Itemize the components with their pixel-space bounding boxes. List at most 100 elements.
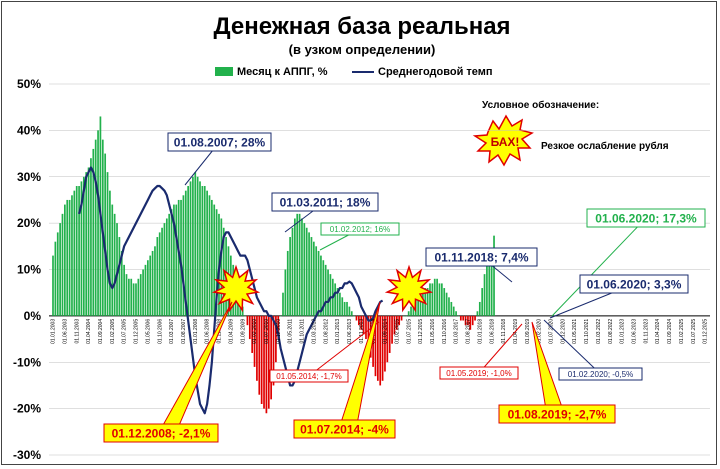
bar <box>142 269 144 316</box>
legend-label-line: Среднегодовой темп <box>378 66 493 78</box>
bar <box>348 306 351 316</box>
bar <box>341 297 344 316</box>
legend-note-header: Условное обозначение: <box>482 99 599 111</box>
bar <box>173 204 175 316</box>
annotation-callout: 01.07.2014; -4% <box>293 301 396 439</box>
annotation-callout: 01.11.2018; 7,4% <box>425 247 538 283</box>
bar <box>374 315 377 377</box>
bar <box>324 264 327 316</box>
x-tick-label: 01.09.2019 <box>525 319 531 344</box>
x-tick-label: 01.02.2020 <box>537 319 543 344</box>
x-tick-label: 01.06.2008 <box>205 319 211 344</box>
legend: Месяц к АППГ, % Среднегодовой темп <box>215 66 493 78</box>
x-tick-label: 01.08.2007 <box>181 319 187 344</box>
bar <box>436 278 438 316</box>
bar <box>284 269 287 316</box>
bar <box>353 315 355 317</box>
bar <box>438 283 441 316</box>
bar <box>208 195 211 316</box>
bar <box>282 292 284 316</box>
legend-label-bars: Месяц к АППГ, % <box>237 66 328 78</box>
bar <box>163 223 166 316</box>
bar <box>275 315 277 363</box>
bar <box>154 246 156 316</box>
bar <box>312 241 315 316</box>
x-tick-label: 01.10.2006 <box>157 319 163 344</box>
bar <box>213 204 216 316</box>
bar <box>469 315 472 330</box>
callout-box <box>293 419 396 439</box>
callout-box <box>558 367 643 381</box>
bar <box>71 195 73 316</box>
legend-note: Условное обозначение: БАХ! Резкое ослабл… <box>472 99 669 167</box>
x-tick-label: 01.07.2015 <box>406 319 412 344</box>
x-tick-label: 01.01.2008 <box>193 319 199 344</box>
x-tick-label: 01.04.2024 <box>655 319 661 344</box>
callout-pointer <box>308 321 380 377</box>
x-tick-label: 01.11.2013 <box>359 319 365 344</box>
bar <box>355 315 358 321</box>
bar <box>170 209 173 316</box>
legend-burst-icon <box>472 114 534 167</box>
bar <box>346 301 348 316</box>
x-tick-label: 01.07.2025 <box>691 319 697 344</box>
bar <box>301 218 303 316</box>
bar <box>303 223 306 316</box>
bar <box>362 315 365 335</box>
bar <box>270 315 272 400</box>
bar <box>120 250 123 316</box>
bar <box>52 255 54 316</box>
bar <box>417 297 420 316</box>
x-tick-label: 01.01.2023 <box>620 319 626 344</box>
annotation-callout: 01.12.2008; -2,1% <box>103 301 233 443</box>
legend-swatch-bars <box>215 67 233 76</box>
bar <box>405 315 408 317</box>
bar <box>486 264 488 316</box>
legend-burst-label: БАХ! <box>491 135 520 149</box>
bar <box>66 199 69 316</box>
bar <box>412 301 415 316</box>
bar <box>310 237 313 316</box>
bar <box>386 315 389 363</box>
bar <box>258 315 261 395</box>
annotation-callout: 01.06.2020; 3,3% <box>549 274 689 319</box>
bar <box>146 260 149 316</box>
y-tick-label: -30% <box>13 448 41 462</box>
bar <box>365 315 367 340</box>
bar <box>113 213 116 316</box>
annotation-label: 01.06.2020; 17,3% <box>595 212 697 226</box>
bar <box>381 315 384 381</box>
bar <box>263 315 265 409</box>
bar <box>116 223 118 316</box>
bar <box>85 172 88 316</box>
bar <box>358 315 360 326</box>
bar <box>206 190 208 316</box>
bar <box>291 227 294 316</box>
bar <box>104 153 107 316</box>
x-tick-label: 01.10.2011 <box>300 319 306 344</box>
annotation-label: 01.08.2007; 28% <box>174 136 266 150</box>
callout-box <box>439 366 519 380</box>
x-tick-label: 01.11.2003 <box>74 319 80 344</box>
bar <box>403 315 405 317</box>
callout-box <box>271 192 379 212</box>
bar <box>339 292 341 316</box>
y-tick-label: -10% <box>13 355 41 369</box>
bar <box>398 315 401 326</box>
bar <box>334 283 337 316</box>
bar <box>476 311 479 316</box>
bar <box>80 181 83 316</box>
bar <box>395 315 398 330</box>
bar <box>265 315 268 414</box>
annotations: 01.08.2007; 28% 01.03.2011; 18% 01.02.2012… <box>103 132 706 443</box>
bar <box>246 315 249 326</box>
bar <box>68 199 71 316</box>
bar <box>322 260 325 316</box>
y-tick-label: 40% <box>17 123 41 137</box>
bar <box>441 283 443 316</box>
bar <box>211 199 213 316</box>
bar <box>286 250 289 316</box>
annotation-label: 01.05.2019; -1,0% <box>446 369 511 378</box>
bar <box>410 306 412 316</box>
